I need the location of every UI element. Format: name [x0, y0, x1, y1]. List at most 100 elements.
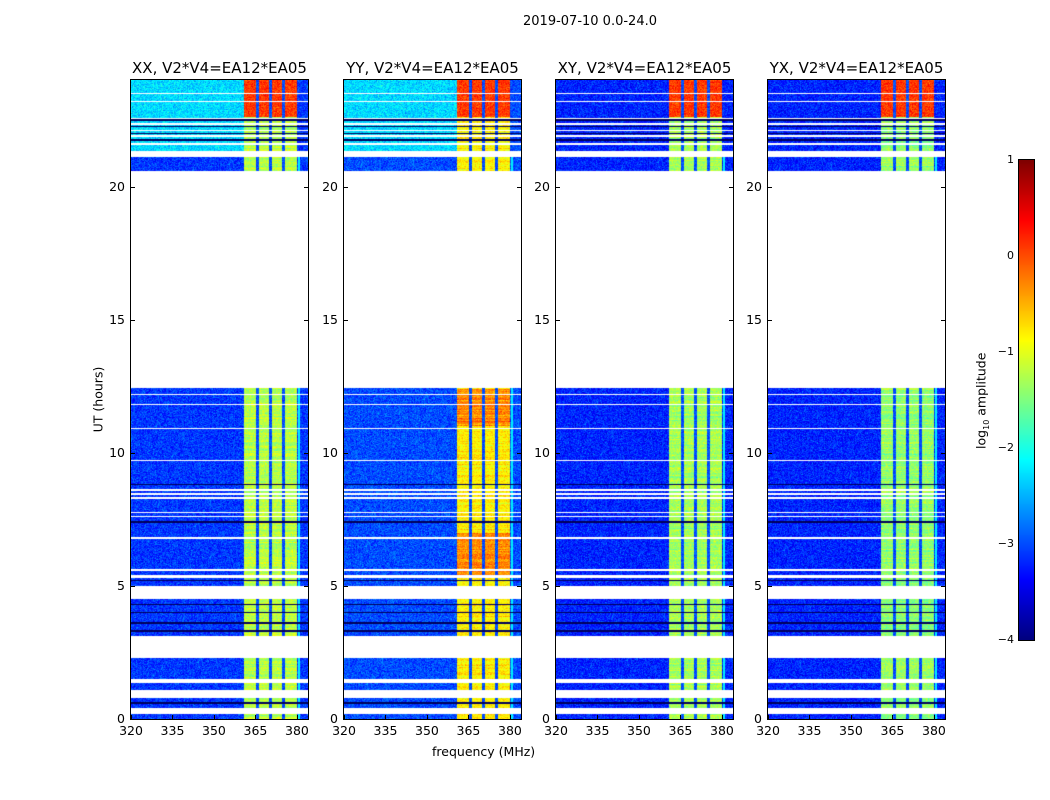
y-tick-mark: [344, 319, 348, 321]
x-tick-mark: [597, 715, 599, 719]
y-tick-mark: [304, 585, 308, 587]
waterfall-xy: [556, 80, 733, 719]
y-tick-mark: [131, 585, 135, 587]
panel-title-yy: YY, V2*V4=EA12*EA05: [346, 59, 519, 77]
x-tick-mark: [509, 715, 511, 719]
y-tick-mark: [941, 319, 945, 321]
y-tick-label: 0: [754, 711, 762, 726]
panel-title-yx: YX, V2*V4=EA12*EA05: [769, 59, 944, 77]
y-tick-label: 15: [534, 311, 550, 327]
y-tick-mark: [304, 319, 308, 321]
y-tick-mark: [768, 186, 772, 188]
y-tick-label: 5: [754, 577, 762, 593]
y-tick-mark: [729, 319, 733, 321]
panel-xx: [130, 79, 309, 720]
y-tick-label: 0: [542, 711, 550, 726]
x-tick-mark: [809, 715, 811, 719]
colorbar-tick-label: −3: [997, 537, 1014, 550]
y-tick-mark: [768, 719, 772, 720]
x-tick-mark: [296, 715, 298, 719]
y-tick-mark: [517, 186, 521, 188]
y-tick-mark: [304, 452, 308, 454]
figure-title: 2019-07-10 0.0-24.0: [523, 14, 657, 29]
y-tick-label: 0: [117, 711, 125, 726]
x-tick-label: 335: [160, 723, 185, 738]
x-tick-mark: [721, 715, 723, 719]
x-tick-label: 320: [756, 723, 780, 738]
x-tick-label: 350: [627, 723, 651, 738]
colorbar-tick-label: −4: [997, 633, 1014, 646]
x-tick-label: 380: [710, 723, 734, 738]
colorbar-label: log10 amplitude: [973, 341, 991, 461]
y-tick-mark: [768, 319, 772, 321]
y-tick-mark: [556, 319, 560, 321]
y-tick-mark: [556, 452, 560, 454]
y-tick-mark: [941, 452, 945, 454]
y-tick-mark: [729, 452, 733, 454]
x-tick-label: 335: [373, 723, 398, 738]
colorbar: [1018, 159, 1035, 641]
y-tick-mark: [344, 585, 348, 587]
x-tick-mark: [172, 715, 174, 719]
y-tick-mark: [517, 585, 521, 587]
colorbar-tick-label: 0: [1007, 249, 1014, 262]
colorbar-label-rest: amplitude: [973, 352, 989, 420]
x-tick-mark: [556, 715, 557, 719]
x-tick-mark: [344, 715, 345, 719]
y-tick-mark: [729, 719, 733, 720]
colorbar-tick-label: −2: [997, 441, 1014, 454]
y-tick-mark: [556, 186, 560, 188]
y-tick-mark: [729, 186, 733, 188]
y-tick-label: 20: [746, 178, 762, 194]
waterfall-yx: [768, 80, 945, 719]
y-tick-label: 10: [109, 444, 125, 460]
x-tick-mark: [768, 715, 769, 719]
panel-yx: [767, 79, 946, 720]
y-tick-mark: [729, 585, 733, 587]
x-tick-mark: [426, 715, 428, 719]
y-tick-label: 20: [322, 178, 338, 194]
x-tick-mark: [933, 715, 935, 719]
panel-title-xx: XX, V2*V4=EA12*EA05: [132, 59, 307, 77]
x-tick-label: 365: [880, 723, 905, 738]
x-tick-mark: [468, 715, 470, 719]
x-tick-mark: [850, 715, 852, 719]
x-tick-label: 320: [119, 723, 143, 738]
x-tick-label: 365: [668, 723, 693, 738]
y-tick-mark: [768, 585, 772, 587]
y-tick-mark: [344, 452, 348, 454]
x-tick-label: 380: [922, 723, 946, 738]
x-tick-mark: [213, 715, 215, 719]
x-tick-mark: [892, 715, 894, 719]
y-axis-label: UT (hours): [90, 366, 106, 433]
y-tick-label: 15: [322, 311, 338, 327]
y-tick-mark: [344, 186, 348, 188]
panel-title-xy: XY, V2*V4=EA12*EA05: [557, 59, 732, 77]
x-tick-mark: [255, 715, 257, 719]
x-tick-mark: [385, 715, 387, 719]
x-tick-label: 380: [285, 723, 309, 738]
x-tick-label: 320: [544, 723, 568, 738]
y-tick-mark: [131, 319, 135, 321]
y-tick-mark: [517, 719, 521, 720]
x-tick-label: 335: [585, 723, 610, 738]
y-tick-label: 10: [534, 444, 550, 460]
y-tick-label: 0: [330, 711, 338, 726]
x-tick-label: 350: [202, 723, 226, 738]
waterfall-xx: [131, 80, 308, 719]
colorbar-label-log: log: [973, 429, 989, 449]
x-tick-label: 350: [415, 723, 439, 738]
y-tick-mark: [131, 452, 135, 454]
x-tick-label: 365: [243, 723, 268, 738]
y-tick-mark: [768, 452, 772, 454]
y-tick-mark: [941, 585, 945, 587]
y-tick-label: 5: [542, 577, 550, 593]
y-tick-mark: [304, 719, 308, 720]
y-tick-mark: [517, 452, 521, 454]
y-tick-label: 5: [117, 577, 125, 593]
y-tick-label: 10: [746, 444, 762, 460]
y-tick-mark: [344, 719, 348, 720]
x-tick-mark: [638, 715, 640, 719]
x-tick-label: 365: [456, 723, 481, 738]
